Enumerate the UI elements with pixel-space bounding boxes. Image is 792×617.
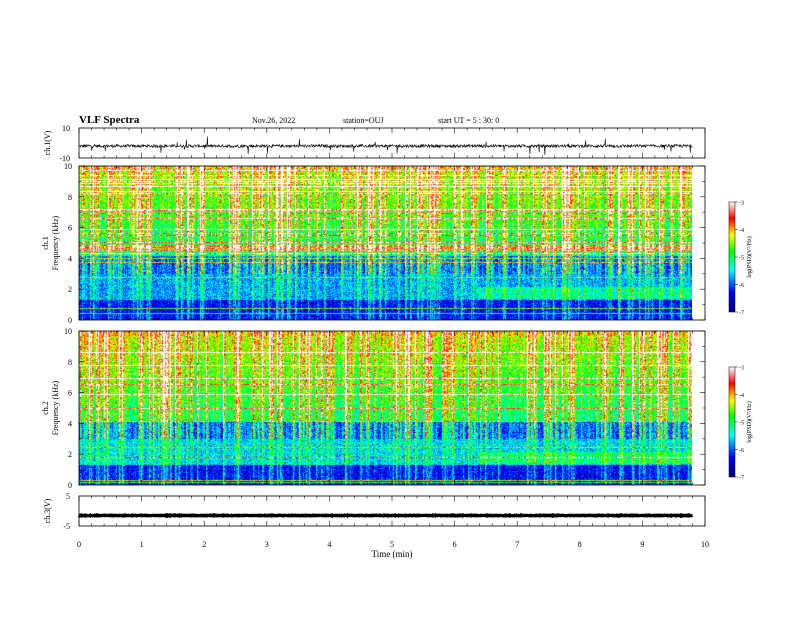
y-tick-label: 10 <box>64 162 72 171</box>
y-tick-label: 4 <box>68 419 72 428</box>
waveform-ch3-ticks <box>78 496 706 526</box>
y-tick-label: 2 <box>68 450 72 459</box>
colorbar-tick-label: -3 <box>739 201 744 207</box>
colorbar-tick-label: -4 <box>739 228 744 234</box>
x-tick-label: 4 <box>327 540 331 549</box>
figure-title: VLF Spectra <box>79 114 140 126</box>
y-tick-label: 0 <box>68 316 72 325</box>
colorbar-tick-label: -4 <box>739 393 744 399</box>
y-tick-label: 6 <box>68 389 72 398</box>
y-tick-label: 8 <box>68 358 72 367</box>
waveform-ch1-ylabel: ch.1(V) <box>43 130 52 155</box>
waveform-ch3-panel: 5 -5 ch.3(V) <box>43 492 706 531</box>
spectrogram-ch1-ylabel-channel: ch.1 <box>41 236 50 250</box>
colorbar-ch2-title: log(PSD)(V²/Hz) <box>746 401 753 442</box>
colorbar-tick-label: -3 <box>739 366 744 372</box>
spectrogram-ch2-ylabel-channel: ch.2 <box>41 401 50 415</box>
y-tick-label: 8 <box>68 193 72 202</box>
waveform-ch3-ylabel: ch.3(V) <box>43 498 52 523</box>
y-tick-label: 0 <box>68 481 72 490</box>
x-tick-label: 6 <box>453 540 457 549</box>
waveform-ch1-panel: 10 -10 ch.1(V) <box>43 124 706 163</box>
waveform-line <box>78 136 693 155</box>
colorbar-tick-label: -5 <box>739 256 744 262</box>
x-axis-tick-labels: 0 1 2 3 4 5 6 7 8 9 10 <box>77 540 709 549</box>
waveform-ch1-trace <box>78 136 693 155</box>
spectrogram-ch1-ylabel: Frequency (kHz) <box>51 215 60 270</box>
spectrogram-ch2-image <box>79 331 692 485</box>
colorbar-tick-label: -7 <box>739 476 744 482</box>
x-tick-label: 1 <box>140 540 144 549</box>
waveform-ch1-ticks <box>78 128 706 158</box>
waveform-ch3-trace <box>77 512 693 519</box>
figure-start-time: start UT = 5 : 30: 0 <box>438 116 499 125</box>
colorbar-ch2 <box>728 366 736 478</box>
x-tick-label: 9 <box>640 540 644 549</box>
colorbar-tick-label: -6 <box>739 448 744 454</box>
colorbar-tick-label: -7 <box>739 311 744 317</box>
colorbar-tick-label: -5 <box>739 421 744 427</box>
waveform-ch3-ytick-bottom: -5 <box>63 522 70 531</box>
spectrogram-ch1-ticks <box>78 165 706 321</box>
y-tick-label: 2 <box>68 285 72 294</box>
colorbar-ch2-labels: -3 -4 -5 -6 -7 <box>735 366 744 482</box>
colorbar-ch1 <box>728 201 736 313</box>
x-tick-label: 8 <box>578 540 582 549</box>
figure-date: Nov.26, 2022 <box>252 116 295 125</box>
spectrogram-ch1-ytick-labels: 0 2 4 6 8 10 <box>64 162 72 325</box>
y-tick-label: 10 <box>64 327 72 336</box>
y-tick-label: 4 <box>68 254 72 263</box>
colorbar-ch1-title: log(PSD)(V²/Hz) <box>746 236 753 277</box>
colorbar-ch1-labels: -3 -4 -5 -6 -7 <box>735 201 744 317</box>
x-tick-label: 5 <box>390 540 394 549</box>
waveform-ch1-ytick-bottom: -10 <box>59 154 70 163</box>
x-tick-label: 2 <box>202 540 206 549</box>
spectrogram-ch2-ticks <box>78 330 706 486</box>
y-tick-label: 6 <box>68 224 72 233</box>
spectrogram-ch2-ytick-labels: 0 2 4 6 8 10 <box>64 327 72 490</box>
x-tick-label: 3 <box>265 540 269 549</box>
waveform-ch1-ytick-top: 10 <box>62 124 70 133</box>
spectrogram-ch2-ylabel: Frequency (kHz) <box>51 380 60 435</box>
waveform-ch3-ytick-top: 5 <box>66 492 70 501</box>
x-tick-label: 0 <box>77 540 81 549</box>
x-tick-label: 10 <box>701 540 709 549</box>
colorbar-tick-label: -6 <box>739 283 744 289</box>
waveform-line <box>77 512 693 519</box>
x-tick-label: 7 <box>515 540 519 549</box>
x-axis-label: Time (min) <box>372 549 413 559</box>
spectrogram-ch1-image <box>79 166 692 320</box>
figure-station: station=OUJ <box>343 116 384 125</box>
